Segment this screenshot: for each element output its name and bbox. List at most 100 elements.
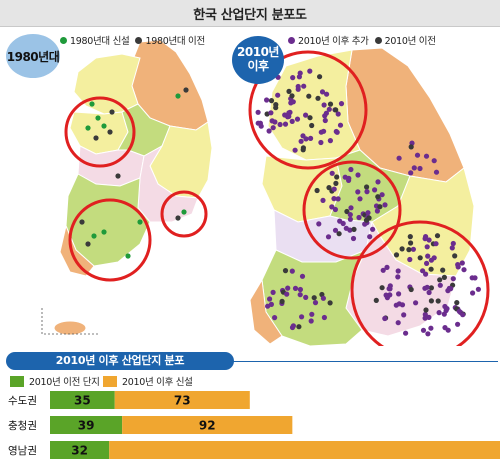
industrial-complex-dot: [441, 274, 447, 280]
industrial-complex-dot: [255, 109, 261, 115]
industrial-complex-dot: [348, 205, 354, 211]
before-1980s-dot-icon: [135, 36, 143, 44]
industrial-complex-dot: [335, 196, 341, 202]
industrial-complex-dot: [423, 234, 429, 240]
industrial-complex-dot: [403, 330, 409, 336]
industrial-complex-dot: [324, 91, 330, 97]
chart-legend-after-label: 2010년 이후 신설: [122, 377, 193, 388]
industrial-complex-dot: [307, 68, 313, 74]
industrial-complex-dot: [355, 189, 361, 195]
industrial-complex-dot: [282, 112, 288, 118]
industrial-complex-dot: [417, 165, 423, 172]
industrial-complex-dot: [395, 268, 401, 274]
industrial-complex-dot: [289, 93, 295, 99]
industrial-complex-dot: [343, 225, 349, 231]
bar-after-2010: [114, 391, 250, 409]
industrial-complex-dot: [348, 166, 354, 173]
industrial-complex-dot: [351, 226, 357, 232]
industrial-complex-dot: [315, 95, 321, 101]
industrial-complex-dot: [413, 300, 419, 306]
bar-before-2010: [50, 391, 115, 409]
new-1980s-dot-icon: [60, 36, 67, 44]
industrial-complex-dot: [325, 234, 332, 240]
industrial-complex-dot: [326, 185, 332, 191]
bar-before-2010: [50, 441, 110, 459]
industrial-complex-dot: [289, 268, 295, 274]
highlight-circle-southwest-1980: [68, 198, 152, 282]
industrial-complex-dot: [317, 74, 323, 80]
industrial-complex-dot: [282, 121, 289, 127]
industrial-complex-dot: [303, 294, 309, 300]
chart-title: 2010년 이후 산업단지 분포: [6, 352, 234, 370]
industrial-complex-dot: [423, 153, 430, 159]
bar-after-2010: [109, 441, 500, 459]
industrial-complex-dot: [340, 220, 346, 227]
industrial-complex-dot: [408, 240, 414, 246]
industrial-complex-dot: [401, 312, 407, 318]
industrial-complex-dot: [367, 234, 373, 240]
industrial-complex-dot: [423, 271, 429, 277]
industrial-complex-dot: [322, 117, 328, 124]
industrial-complex-maps: [41, 39, 490, 346]
industrial-complex-dot: [286, 88, 292, 94]
industrial-complex-dot: [275, 92, 281, 98]
industrial-complex-dot: [303, 112, 309, 118]
industrial-complex-dot: [410, 246, 416, 252]
highlight-circle-chungcheong-2010: [302, 160, 402, 260]
industrial-complex-dot: [356, 214, 362, 221]
industrial-complex-dot: [347, 212, 353, 218]
legend-1980s-before-label: 1980년대 이전: [145, 36, 205, 47]
industrial-complex-dot: [420, 268, 426, 274]
industrial-complex-dot: [425, 331, 431, 337]
before-2010-dot-icon: [374, 36, 382, 44]
bar-after-2010: [122, 416, 293, 434]
industrial-complex-dot: [437, 277, 443, 283]
industrial-complex-dot: [379, 192, 385, 198]
industrial-complex-dot: [440, 267, 446, 273]
industrial-complex-dot: [286, 113, 292, 119]
industrial-complex-dot: [433, 169, 440, 175]
industrial-complex-dot: [375, 179, 381, 185]
industrial-complex-dot: [475, 286, 481, 292]
legend-2010s: 2010년 이후 추가 2010년 이전: [288, 33, 436, 47]
bar-value-label: 73: [174, 394, 191, 408]
badge-2010s: 2010년 이후: [232, 36, 284, 84]
industrial-complex-dot: [382, 202, 388, 208]
industrial-complex-dot: [285, 285, 291, 291]
industrial-complex-dot: [332, 206, 338, 213]
highlight-circle-southeast-1980: [160, 190, 208, 238]
industrial-complex-dot: [364, 189, 370, 195]
bar-value-label: 39: [78, 419, 95, 433]
badge-2010s-line1: 2010년: [237, 45, 279, 60]
industrial-complex-dot: [300, 133, 306, 139]
industrial-complex-dot: [347, 216, 353, 222]
industrial-complex-dot: [268, 98, 275, 104]
industrial-complex-dot: [454, 300, 460, 306]
industrial-complex-dot: [426, 289, 432, 296]
industrial-complex-dot: [308, 318, 314, 324]
category-label: 영남권: [8, 445, 37, 457]
industrial-complex-dot: [338, 101, 345, 107]
industrial-complex-dot: [264, 97, 270, 103]
bar-value-label: 32: [71, 444, 88, 458]
jeju-frame-1980: [41, 308, 100, 335]
chart-title-rule: [232, 361, 498, 362]
industrial-complex-dot: [425, 253, 431, 259]
industrial-complex-dot: [377, 204, 383, 210]
industrial-complex-dot: [365, 210, 371, 216]
industrial-complex-dot: [437, 282, 443, 288]
industrial-complex-dot: [408, 170, 414, 176]
industrial-complex-dot: [393, 302, 399, 308]
industrial-complex-dot: [332, 227, 339, 233]
after-swatch-icon: [103, 375, 117, 387]
industrial-complex-dot: [326, 106, 332, 112]
industrial-complex-dot: [422, 315, 428, 321]
industrial-complex-dot: [434, 233, 441, 239]
industrial-complex-dot: [309, 311, 315, 317]
highlight-circle-capital-1980: [64, 96, 136, 168]
industrial-complex-dot: [314, 187, 320, 194]
industrial-complex-dot: [373, 297, 379, 303]
industrial-complex-dot: [460, 312, 466, 318]
industrial-complex-dot: [333, 180, 339, 186]
industrial-complex-dot: [331, 186, 337, 192]
